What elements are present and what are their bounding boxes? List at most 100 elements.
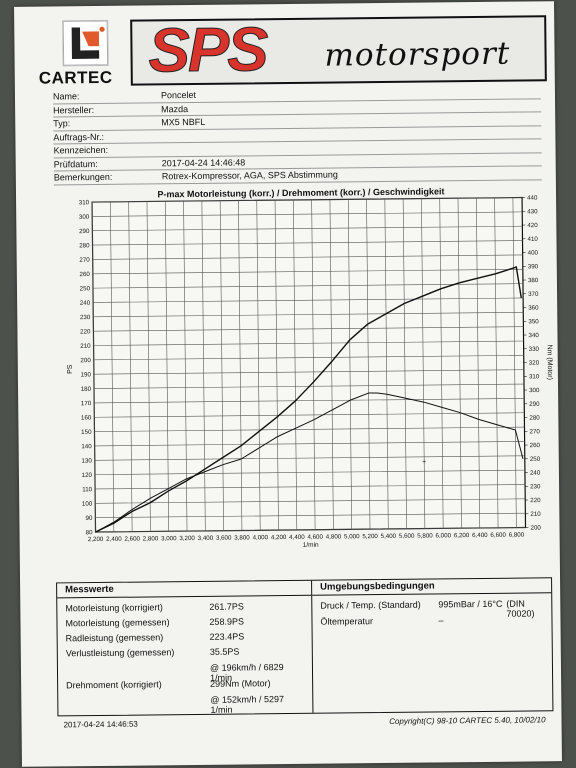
measurements-column: Messwerte Motorleistung (korrigiert) 261.… bbox=[57, 580, 314, 716]
brand-secondary: motorsport bbox=[324, 35, 511, 74]
x-tick-label: 4,800 bbox=[326, 533, 342, 540]
grid-line-vertical bbox=[347, 199, 352, 530]
grid-line-vertical bbox=[183, 201, 188, 532]
grid-line-vertical bbox=[110, 201, 115, 532]
y-right-tick-label: 420 bbox=[527, 222, 538, 229]
info-label: Name: bbox=[52, 91, 80, 102]
y-left-tick-label: 170 bbox=[81, 400, 92, 407]
header: CARTEC SPS motorsport bbox=[18, 7, 547, 91]
x-tick-label: 4,000 bbox=[253, 534, 269, 541]
y-left-tick-label: 240 bbox=[80, 300, 91, 307]
grid-line-horizontal bbox=[92, 240, 523, 246]
grid-line-vertical bbox=[366, 199, 371, 530]
y-left-axis-label: PS bbox=[67, 364, 74, 374]
grid-line-vertical bbox=[384, 198, 389, 529]
x-tick-label: 2,200 bbox=[88, 536, 104, 543]
grid-line-horizontal bbox=[93, 355, 524, 361]
y-right-tick-label: 390 bbox=[528, 263, 539, 270]
y-right-tick-label: 360 bbox=[528, 305, 539, 312]
measurement-label: Motorleistung (korrigiert) bbox=[65, 602, 163, 614]
grid-line-vertical bbox=[128, 201, 133, 532]
y-left-tick-label: 190 bbox=[81, 371, 92, 378]
y-right-tick-label: 440 bbox=[527, 195, 538, 202]
grid-line-horizontal bbox=[93, 312, 524, 318]
measurements-panel: Messwerte Motorleistung (korrigiert) 261.… bbox=[56, 577, 554, 717]
grid-line-vertical bbox=[146, 201, 151, 532]
info-label: Typ: bbox=[53, 118, 71, 129]
dyno-chart: P-max Motorleistung (korr.) / Drehmoment… bbox=[56, 183, 560, 578]
chart-svg: 2,200 2,400 2,600 2,800 3,000 3,200 3,400 3,600… bbox=[67, 195, 553, 549]
torque-curve bbox=[95, 392, 524, 533]
y-right-tick-label: 410 bbox=[527, 236, 538, 243]
measurement-row: @ 152km/h / 5297 1/min bbox=[66, 694, 306, 715]
info-label: Kennzeichen: bbox=[53, 144, 109, 156]
x-tick-label: 6,000 bbox=[435, 532, 451, 539]
y-left-tick-label: 160 bbox=[81, 414, 92, 421]
y-left-tick-label: 140 bbox=[81, 443, 92, 450]
x-tick-label: 3,200 bbox=[179, 535, 195, 542]
grid-line-vertical bbox=[476, 198, 481, 529]
footer-timestamp: 2017-04-24 14:46:53 bbox=[63, 719, 138, 730]
y-right-tick-label: 320 bbox=[529, 360, 540, 367]
grid-line-horizontal bbox=[95, 498, 526, 504]
dyno-sheet: CARTEC SPS motorsport Name: Poncelet Hers… bbox=[14, 1, 562, 767]
x-tick-label: 5,400 bbox=[381, 533, 397, 540]
y-left-tick-label: 100 bbox=[82, 501, 93, 508]
grid-line-vertical bbox=[293, 199, 298, 530]
grid-line-vertical bbox=[219, 200, 224, 531]
measurement-label: Verlustleistung (gemessen) bbox=[65, 647, 175, 659]
info-value: Rotrex-Kompressor, AGA, SPS Abstimmung bbox=[161, 169, 338, 182]
y-right-axis-label: Nm (Motor) bbox=[546, 345, 553, 380]
y-left-tick-label: 130 bbox=[81, 458, 92, 465]
grid-line-horizontal bbox=[95, 484, 526, 490]
measurement-row: Radleistung (gemessen) 223.4PS bbox=[66, 631, 306, 646]
y-left-tick-label: 270 bbox=[79, 257, 90, 264]
y-left-tick-label: 290 bbox=[79, 228, 90, 235]
y-right-tick-label: 300 bbox=[529, 387, 540, 394]
y-left-tick-label: 110 bbox=[82, 486, 92, 493]
measurement-value: @ 152km/h / 5297 1/min bbox=[210, 694, 285, 715]
grid-line-vertical bbox=[91, 202, 96, 533]
info-label: Prüfdatum: bbox=[53, 158, 98, 169]
x-tick-label: 4,200 bbox=[271, 534, 287, 541]
cartec-logo-icon bbox=[62, 19, 109, 67]
grid-line-horizontal bbox=[93, 326, 524, 332]
conditions-column: Umgebungsbedingungen Druck / Temp. (Stan… bbox=[312, 578, 552, 712]
x-tick-label: 6,400 bbox=[472, 532, 488, 539]
grid-line-vertical bbox=[329, 199, 334, 530]
x-tick-label: 3,000 bbox=[161, 535, 177, 542]
measurement-value: 223.4PS bbox=[209, 631, 245, 642]
chart-annotation: + bbox=[422, 459, 426, 466]
grid-line-horizontal bbox=[95, 512, 526, 518]
pressure-label: Druck / Temp. (Standard) bbox=[320, 599, 421, 611]
y-right-tick-label: 250 bbox=[530, 456, 541, 463]
cartec-text: CARTEC bbox=[38, 67, 113, 88]
grid-line-horizontal bbox=[92, 283, 523, 289]
pressure-row: Druck / Temp. (Standard) 995mBar / 16°C … bbox=[320, 598, 550, 619]
measurement-value: 261.7PS bbox=[209, 601, 244, 612]
footer-copyright: Copyright(C) 98-10 CARTEC 5.40, 10/02/10 bbox=[389, 715, 546, 726]
grid-line-horizontal bbox=[94, 398, 525, 404]
sps-banner: SPS motorsport bbox=[130, 15, 547, 86]
grid-line-horizontal bbox=[92, 197, 523, 203]
footer: 2017-04-24 14:46:53 Copyright(C) 98-10 C… bbox=[58, 715, 552, 729]
y-left-tick-label: 310 bbox=[79, 199, 90, 206]
y-right-tick-label: 330 bbox=[529, 346, 540, 353]
grid-line-vertical bbox=[494, 197, 499, 528]
oil-label: Öltemperatur bbox=[320, 616, 374, 627]
x-tick-label: 3,800 bbox=[234, 534, 250, 541]
x-tick-label: 4,400 bbox=[289, 534, 305, 541]
x-tick-label: 5,800 bbox=[417, 532, 433, 539]
grid-line-horizontal bbox=[93, 369, 524, 375]
grid-line-vertical bbox=[274, 200, 279, 531]
cartec-logo: CARTEC bbox=[38, 18, 125, 91]
y-right-tick-label: 400 bbox=[528, 250, 539, 257]
grid-line-horizontal bbox=[92, 211, 523, 217]
y-right-tick-label: 290 bbox=[529, 401, 540, 408]
x-tick-label: 3,400 bbox=[198, 535, 214, 542]
x-tick-label: 4,600 bbox=[307, 534, 323, 541]
measurement-label: Motorleistung (gemessen) bbox=[65, 617, 170, 629]
grid-line-vertical bbox=[256, 200, 261, 531]
info-label: Hersteller: bbox=[53, 104, 95, 115]
grid-line-horizontal bbox=[94, 455, 525, 461]
